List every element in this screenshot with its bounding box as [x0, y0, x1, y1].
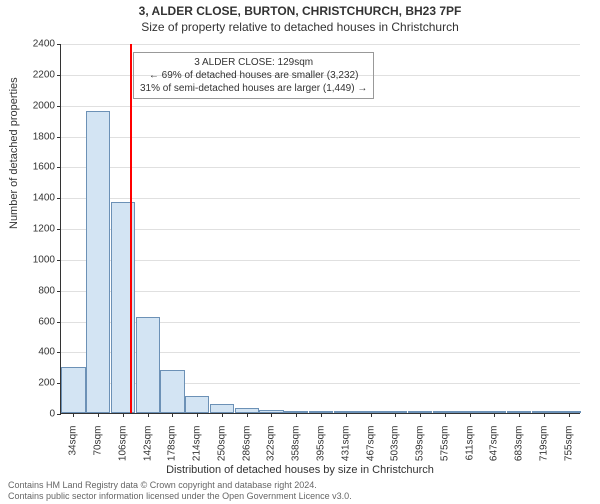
footer-attribution: Contains HM Land Registry data © Crown c… [8, 480, 352, 502]
reference-line [130, 44, 132, 413]
ytick-mark [57, 260, 61, 261]
ytick-mark [57, 75, 61, 76]
chart-title: 3, ALDER CLOSE, BURTON, CHRISTCHURCH, BH… [0, 4, 600, 18]
xtick-mark [445, 413, 446, 417]
y-axis-label: Number of detached properties [8, 77, 20, 229]
ytick-label: 1200 [20, 224, 55, 235]
xtick-mark [148, 413, 149, 417]
ytick-label: 1000 [20, 254, 55, 265]
plot-area: 34sqm70sqm106sqm142sqm178sqm214sqm250sqm… [60, 44, 580, 414]
histogram-bar [136, 317, 160, 413]
xtick-mark [519, 413, 520, 417]
gridline [61, 137, 580, 138]
ytick-mark [57, 352, 61, 353]
annotation-box: 3 ALDER CLOSE: 129sqm← 69% of detached h… [133, 52, 374, 99]
xtick-mark [346, 413, 347, 417]
gridline [61, 44, 580, 45]
gridline [61, 291, 580, 292]
annotation-line: 3 ALDER CLOSE: 129sqm [140, 56, 367, 69]
histogram-bar [86, 111, 110, 413]
ytick-label: 1400 [20, 193, 55, 204]
ytick-mark [57, 414, 61, 415]
ytick-mark [57, 291, 61, 292]
xtick-mark [172, 413, 173, 417]
histogram-bar [210, 404, 234, 413]
ytick-mark [57, 198, 61, 199]
xtick-mark [73, 413, 74, 417]
ytick-mark [57, 167, 61, 168]
ytick-label: 0 [20, 409, 55, 420]
ytick-label: 1600 [20, 162, 55, 173]
xtick-mark [569, 413, 570, 417]
ytick-label: 200 [20, 378, 55, 389]
footer-line-2: Contains public sector information licen… [8, 491, 352, 502]
gridline [61, 167, 580, 168]
xtick-mark [271, 413, 272, 417]
xtick-mark [222, 413, 223, 417]
xtick-mark [494, 413, 495, 417]
ytick-label: 2000 [20, 100, 55, 111]
annotation-line: ← 69% of detached houses are smaller (3,… [140, 69, 367, 82]
ytick-label: 600 [20, 316, 55, 327]
ytick-label: 2200 [20, 69, 55, 80]
xtick-mark [420, 413, 421, 417]
xtick-mark [296, 413, 297, 417]
ytick-label: 1800 [20, 131, 55, 142]
histogram-bar [61, 367, 85, 413]
ytick-label: 2400 [20, 39, 55, 50]
ytick-label: 400 [20, 347, 55, 358]
ytick-mark [57, 137, 61, 138]
xtick-mark [123, 413, 124, 417]
x-axis-label: Distribution of detached houses by size … [0, 464, 600, 476]
ytick-label: 800 [20, 285, 55, 296]
xtick-mark [544, 413, 545, 417]
xtick-mark [247, 413, 248, 417]
xtick-mark [98, 413, 99, 417]
chart-area: 34sqm70sqm106sqm142sqm178sqm214sqm250sqm… [60, 44, 580, 414]
chart-subtitle: Size of property relative to detached ho… [0, 20, 600, 34]
ytick-mark [57, 106, 61, 107]
xtick-mark [395, 413, 396, 417]
gridline [61, 106, 580, 107]
gridline [61, 198, 580, 199]
gridline [61, 229, 580, 230]
footer-line-1: Contains HM Land Registry data © Crown c… [8, 480, 352, 491]
xtick-mark [321, 413, 322, 417]
ytick-mark [57, 229, 61, 230]
ytick-mark [57, 322, 61, 323]
annotation-line: 31% of semi-detached houses are larger (… [140, 82, 367, 95]
gridline [61, 260, 580, 261]
histogram-bar [185, 396, 209, 413]
xtick-mark [470, 413, 471, 417]
xtick-mark [197, 413, 198, 417]
xtick-mark [371, 413, 372, 417]
histogram-bar [160, 370, 184, 413]
ytick-mark [57, 44, 61, 45]
